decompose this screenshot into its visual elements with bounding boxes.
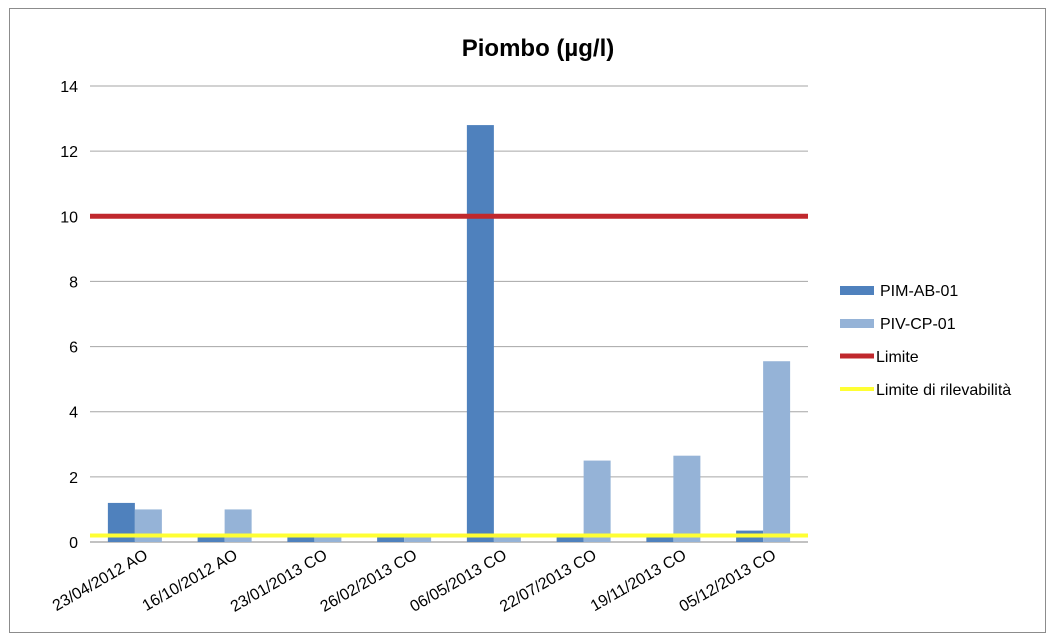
legend-label: PIV-CP-01 [880,316,956,333]
legend-swatch [840,319,874,328]
y-tick-label: 8 [69,274,78,291]
x-tick-label: 19/11/2013 CO [588,547,689,615]
bar-pim-ab-01 [646,537,674,542]
bar-piv-cp-01 [583,460,611,542]
bar-piv-cp-01 [673,455,701,542]
legend-label: Limite di rilevabilità [876,382,1011,399]
x-tick-label: 16/10/2012 AO [140,547,241,615]
gridlines [90,85,808,478]
legend: PIM-AB-01 PIV-CP-01 Limite Limite di rileva… [840,283,1011,399]
y-tick-label: 12 [60,144,78,161]
bar-pim-ab-01 [377,537,405,542]
bar-pim-ab-01 [287,537,315,542]
bar-piv-cp-01 [404,537,432,542]
chart-title: Piombo (µg/l) [462,35,614,62]
legend-swatch [840,286,874,295]
x-tick-label: 26/02/2013 CO [318,547,420,616]
y-tick-label: 2 [69,470,78,487]
legend-label: Limite [876,349,919,366]
reference-lines [90,213,808,538]
y-tick-label: 0 [69,535,78,552]
y-tick-label: 14 [60,79,78,96]
x-tick-label: 06/05/2013 CO [407,547,509,616]
x-tick-label: 23/01/2013 CO [228,547,330,616]
y-tick-label: 10 [60,209,78,226]
bar-pim-ab-01 [466,125,494,542]
y-tick-label: 4 [69,405,78,422]
x-tick-label: 23/04/2012 AO [50,547,151,615]
bars [107,125,791,542]
bar-piv-cp-01 [763,361,791,542]
bar-piv-cp-01 [314,537,342,542]
bar-pim-ab-01 [197,537,225,542]
bar-piv-cp-01 [493,537,521,542]
x-tick-label: 05/12/2013 CO [677,547,779,616]
y-tick-label: 6 [69,340,78,357]
x-tick-label: 22/07/2013 CO [497,547,599,616]
bar-pim-ab-01 [556,537,584,542]
legend-label: PIM-AB-01 [880,283,958,300]
